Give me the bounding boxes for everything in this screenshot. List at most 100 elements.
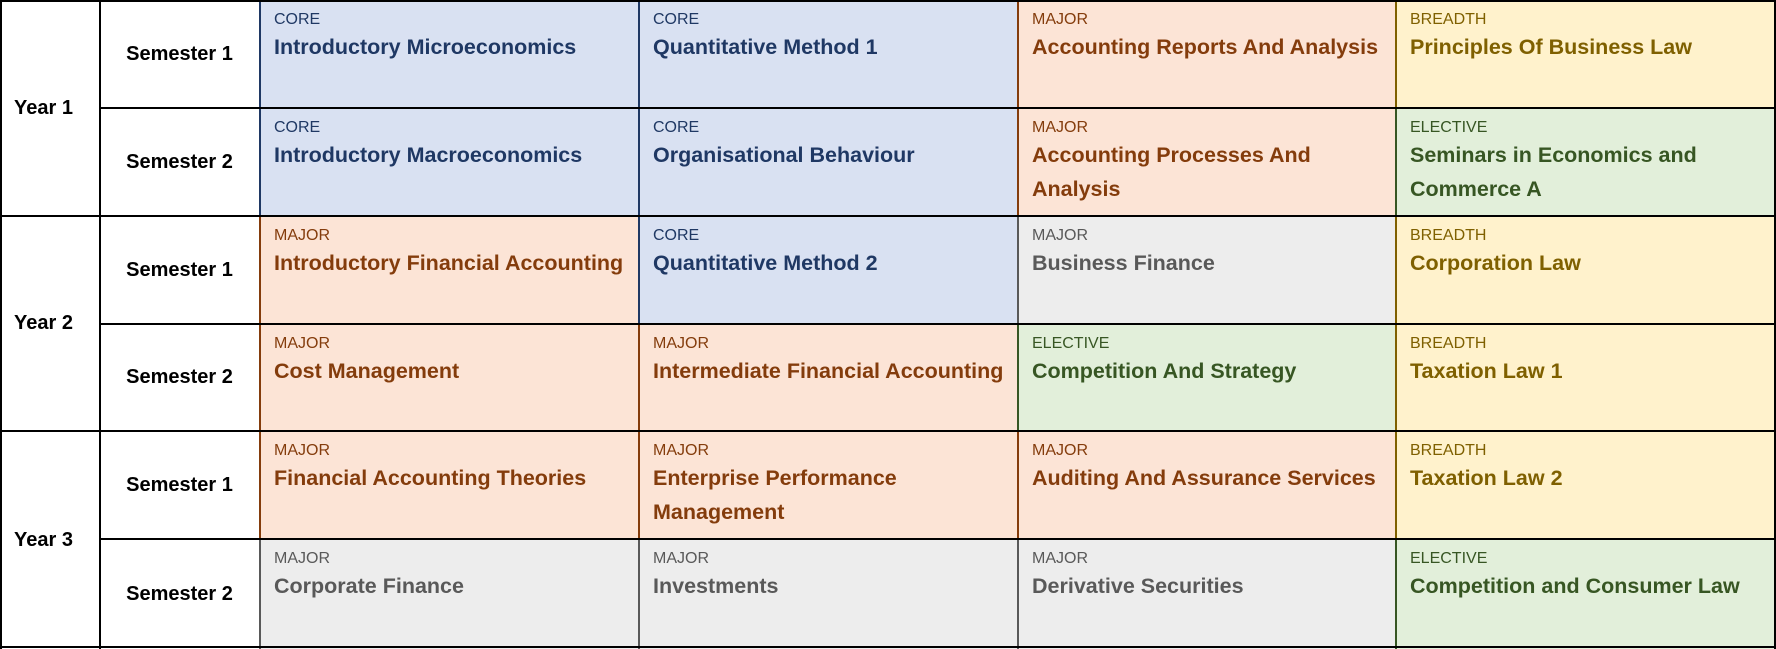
course-name: Introductory Financial Accounting — [274, 251, 624, 275]
course-name: Seminars in Economics and Commerce A — [1410, 143, 1697, 201]
course-name: Competition And Strategy — [1032, 359, 1297, 383]
cell-divider — [1017, 108, 1019, 216]
course-category: BREADTH — [1410, 335, 1487, 352]
row-divider — [0, 430, 1776, 432]
cell-divider — [1017, 431, 1019, 539]
cell-divider — [638, 324, 640, 431]
row-divider — [99, 107, 1776, 109]
course-name: Organisational Behaviour — [653, 143, 915, 167]
course-category: MAJOR — [653, 335, 709, 352]
course-category: ELECTIVE — [1410, 550, 1488, 567]
course-category: MAJOR — [1032, 119, 1088, 136]
course-category: MAJOR — [653, 550, 709, 567]
cell-divider — [1017, 216, 1019, 324]
year-label: Year 2 — [14, 312, 73, 334]
course-category: CORE — [653, 119, 700, 136]
course-category: MAJOR — [1032, 227, 1088, 244]
course-category: MAJOR — [1032, 550, 1088, 567]
course-name: Introductory Macroeconomics — [274, 143, 583, 167]
course-name: Quantitative Method 2 — [653, 251, 878, 275]
course-category: MAJOR — [274, 227, 330, 244]
cell-divider — [638, 216, 640, 324]
cell-divider — [259, 108, 261, 216]
cell-divider — [259, 324, 261, 431]
course-category: CORE — [653, 11, 700, 28]
cell-divider — [1395, 539, 1397, 649]
course-cell: MAJOR Business Finance — [1018, 216, 1396, 324]
course-name: Enterprise Performance Management — [653, 466, 897, 524]
cell-divider — [1395, 324, 1397, 431]
course-cell: MAJOR Cost Management — [260, 324, 639, 431]
course-category: MAJOR — [274, 442, 330, 459]
course-cell: ELECTIVE Seminars in Economics and Commer… — [1396, 108, 1776, 216]
course-name: Derivative Securities — [1032, 574, 1244, 598]
course-cell: CORE Organisational Behaviour — [639, 108, 1018, 216]
course-cell: BREADTH Taxation Law 1 — [1396, 324, 1776, 431]
course-name: Auditing And Assurance Services — [1032, 466, 1376, 490]
cell-divider — [1395, 108, 1397, 216]
year-label: Year 3 — [14, 528, 73, 551]
course-category: MAJOR — [274, 550, 330, 567]
course-name: Accounting Processes And Analysis — [1032, 143, 1311, 201]
course-cell: MAJOR Accounting Processes And Analysis — [1018, 108, 1396, 216]
course-category: BREADTH — [1410, 227, 1487, 244]
course-name: Accounting Reports And Analysis — [1032, 35, 1379, 59]
row-divider — [0, 215, 1776, 217]
row-divider — [99, 323, 1776, 325]
cell-divider — [259, 539, 261, 649]
cell-divider — [1017, 324, 1019, 431]
course-cell: CORE Quantitative Method 2 — [639, 216, 1018, 324]
row-divider — [0, 0, 1776, 2]
course-name: Introductory Microeconomics — [274, 35, 577, 59]
course-cell: MAJOR Intermediate Financial Accounting — [639, 324, 1018, 431]
column-divider — [99, 0, 101, 649]
cell-divider — [259, 216, 261, 324]
cell-divider — [638, 539, 640, 649]
course-cell: CORE Introductory Macroeconomics — [260, 108, 639, 216]
row-divider — [99, 538, 1776, 540]
column-divider — [1774, 0, 1776, 649]
cell-divider — [1395, 0, 1397, 108]
course-name: Corporate Finance — [274, 574, 464, 598]
course-category: MAJOR — [1032, 442, 1088, 459]
course-name: Intermediate Financial Accounting — [653, 359, 1004, 383]
course-category: BREADTH — [1410, 442, 1487, 459]
course-cell: MAJOR Auditing And Assurance Services — [1018, 431, 1396, 539]
course-cell: BREADTH Principles Of Business Law — [1396, 0, 1776, 108]
course-cell: MAJOR Corporate Finance — [260, 539, 639, 649]
course-cell: ELECTIVE Competition And Strategy — [1018, 324, 1396, 431]
course-category: MAJOR — [653, 442, 709, 459]
cell-divider — [259, 431, 261, 539]
semester-label: Semester 2 — [126, 582, 233, 605]
row-divider — [0, 646, 1776, 648]
semester-label: Semester 2 — [126, 366, 233, 388]
cell-divider — [638, 431, 640, 539]
course-name: Investments — [653, 574, 779, 598]
course-name: Competition and Consumer Law — [1410, 574, 1740, 598]
course-cell: MAJOR Investments — [639, 539, 1018, 649]
course-name: Business Finance — [1032, 251, 1215, 275]
course-cell: CORE Quantitative Method 1 — [639, 0, 1018, 108]
course-cell: CORE Introductory Microeconomics — [260, 0, 639, 108]
cell-divider — [1017, 0, 1019, 108]
course-name: Financial Accounting Theories — [274, 466, 587, 490]
semester-label: Semester 2 — [126, 150, 233, 173]
course-name: Principles Of Business Law — [1410, 35, 1692, 59]
cell-divider — [259, 0, 261, 108]
course-cell: BREADTH Taxation Law 2 — [1396, 431, 1776, 539]
cell-divider — [638, 0, 640, 108]
course-cell: BREADTH Corporation Law — [1396, 216, 1776, 324]
course-name: Corporation Law — [1410, 251, 1581, 275]
course-cell: MAJOR Accounting Reports And Analysis — [1018, 0, 1396, 108]
course-name: Taxation Law 2 — [1410, 466, 1563, 490]
course-cell: MAJOR Enterprise Performance Management — [639, 431, 1018, 539]
semester-label: Semester 1 — [126, 258, 233, 281]
course-cell: MAJOR Derivative Securities — [1018, 539, 1396, 649]
column-divider — [0, 0, 2, 649]
semester-label: Semester 1 — [126, 42, 233, 65]
course-category: CORE — [274, 119, 321, 136]
semester-label: Semester 1 — [126, 473, 233, 496]
course-category: BREADTH — [1410, 11, 1487, 28]
cell-divider — [1395, 431, 1397, 539]
course-category: ELECTIVE — [1410, 119, 1488, 136]
